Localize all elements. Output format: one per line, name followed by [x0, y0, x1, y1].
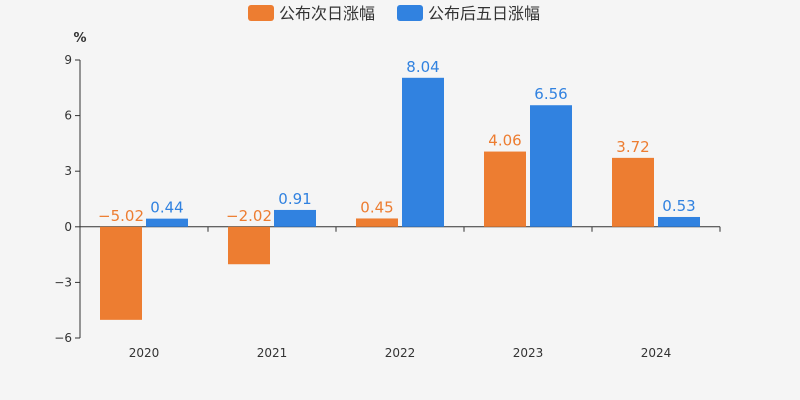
bar-1-2022: [402, 77, 444, 227]
y-tick-label: 3: [64, 164, 72, 178]
data-label-1-2022: 8.04: [406, 58, 439, 76]
data-label-0-2023: 4.06: [488, 132, 521, 150]
x-tick-label: 2023: [513, 346, 544, 360]
data-labels: −5.02 −2.02 0.45 4.06 3.72 0.44 0.91 8.04 6.56 0.…: [98, 58, 696, 225]
y-tick-label: 6: [64, 109, 72, 123]
legend-swatch-0: [248, 5, 274, 21]
data-label-0-2021: −2.02: [226, 207, 272, 225]
bars: [100, 77, 700, 320]
bar-1-2024: [658, 216, 700, 227]
bar-0-2022: [356, 218, 398, 227]
y-tick-label: 9: [64, 53, 72, 67]
x-tick-label: 2021: [257, 346, 288, 360]
y-tick-label: 0: [64, 220, 72, 234]
x-axis: 2020 2021 2022 2023 2024: [79, 226, 721, 360]
bar-1-2021: [274, 209, 316, 227]
bar-1-2020: [146, 218, 188, 227]
legend-swatch-1: [397, 5, 423, 21]
y-tick-label: −3: [54, 275, 72, 289]
bar-0-2023: [484, 151, 526, 227]
bar-1-2023: [530, 105, 572, 227]
y-tick-label: −6: [54, 331, 72, 345]
legend-label-0: 公布次日涨幅: [279, 4, 375, 23]
legend-label-1: 公布后五日涨幅: [428, 4, 540, 23]
legend: 公布次日涨幅 公布后五日涨幅: [248, 4, 540, 23]
data-label-1-2023: 6.56: [534, 85, 567, 103]
x-tick-label: 2020: [129, 346, 160, 360]
y-axis: −6 −3 0 3 6 9: [54, 53, 81, 345]
data-label-0-2020: −5.02: [98, 207, 144, 225]
bar-0-2024: [612, 157, 654, 227]
data-label-1-2020: 0.44: [150, 199, 183, 217]
data-label-0-2022: 0.45: [360, 198, 393, 216]
data-label-1-2024: 0.53: [662, 197, 695, 215]
data-label-1-2021: 0.91: [278, 190, 311, 208]
bar-0-2021: [228, 226, 270, 265]
y-axis-unit-label: %: [73, 31, 86, 46]
bar-0-2020: [100, 226, 142, 320]
x-tick-label: 2022: [385, 346, 416, 360]
data-label-0-2024: 3.72: [616, 138, 649, 156]
x-tick-label: 2024: [641, 346, 672, 360]
